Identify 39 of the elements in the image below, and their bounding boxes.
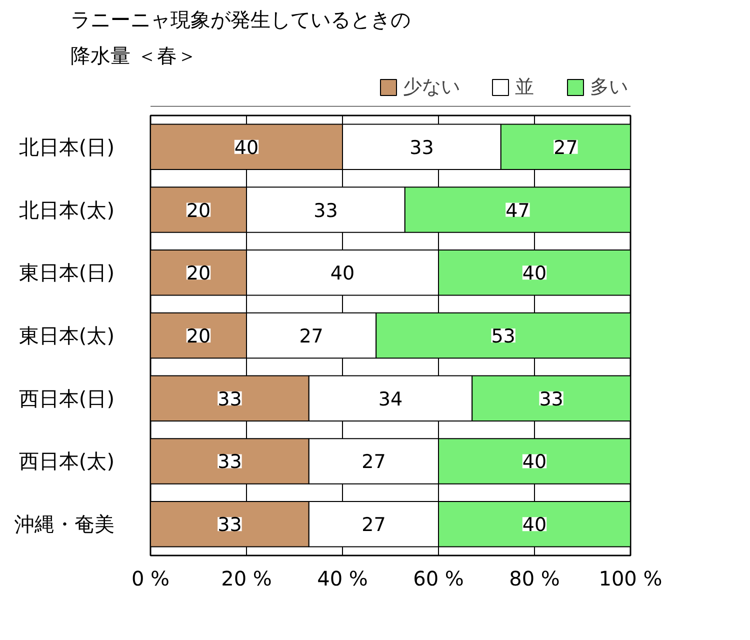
data-label: 27 <box>362 514 386 536</box>
chart-subtitle: 降水量 ＜春＞ <box>70 44 197 68</box>
x-tick-label: 100 % <box>598 566 662 590</box>
legend-label: 多い <box>590 75 628 100</box>
y-tick-label: 西日本(日) <box>18 386 115 410</box>
data-label: 33 <box>314 200 338 222</box>
y-tick-label: 北日本(太) <box>18 198 115 222</box>
x-tick-label: 0 % <box>131 566 170 590</box>
data-label: 20 <box>186 200 211 222</box>
legend-label: 並 <box>515 75 535 100</box>
data-label: 47 <box>506 200 530 222</box>
data-label: 33 <box>218 388 242 410</box>
y-tick-label: 西日本(太) <box>18 449 115 474</box>
data-label: 40 <box>522 451 547 474</box>
x-tick-label: 60 % <box>413 566 464 590</box>
data-label: 40 <box>522 262 547 285</box>
x-tick-label: 20 % <box>221 566 272 590</box>
legend-label: 少ない <box>403 75 460 100</box>
data-label: 53 <box>491 326 516 348</box>
data-label: 20 <box>186 262 211 285</box>
data-label: 27 <box>554 136 578 159</box>
y-tick-label: 北日本(日) <box>18 134 115 159</box>
y-tick-label: 東日本(太) <box>18 324 115 348</box>
data-label: 40 <box>522 514 547 536</box>
x-tick-label: 80 % <box>509 566 560 590</box>
data-label: 33 <box>218 451 242 474</box>
data-label: 33 <box>410 136 434 159</box>
chart-title: ラニーニャ現象が発生しているときの <box>70 8 410 32</box>
data-label: 27 <box>362 451 386 474</box>
data-label: 27 <box>299 326 324 348</box>
y-tick-label: 沖縄・奄美 <box>14 512 114 536</box>
data-label: 34 <box>378 388 403 410</box>
data-label: 40 <box>234 136 259 159</box>
data-label: 33 <box>218 514 242 536</box>
data-label: 20 <box>186 326 211 348</box>
data-label: 33 <box>539 388 564 410</box>
x-tick-label: 40 % <box>317 566 368 590</box>
y-tick-label: 東日本(日) <box>18 260 115 285</box>
data-label: 40 <box>330 262 355 285</box>
